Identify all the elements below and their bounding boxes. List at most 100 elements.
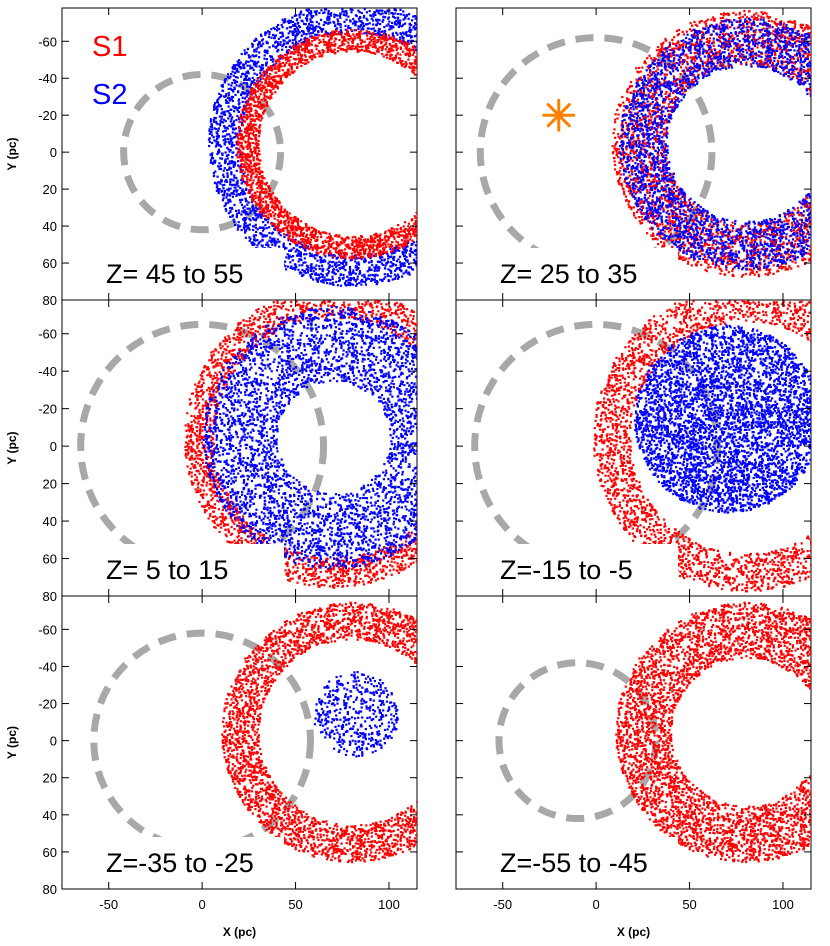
scatter-point bbox=[250, 201, 253, 204]
scatter-point bbox=[263, 110, 266, 113]
scatter-point bbox=[260, 198, 263, 202]
scatter-point bbox=[263, 182, 267, 185]
scatter-point bbox=[227, 199, 230, 202]
scatter-point bbox=[269, 214, 273, 217]
scatter-point bbox=[216, 110, 219, 113]
scatter-point bbox=[347, 246, 350, 250]
scatter-point bbox=[720, 269, 723, 272]
scatter-point bbox=[403, 257, 407, 261]
scatter-point bbox=[398, 255, 402, 258]
scatter-point bbox=[277, 28, 280, 31]
scatter-point bbox=[322, 11, 325, 15]
scatter-point bbox=[402, 229, 406, 232]
scatter-point bbox=[375, 50, 378, 53]
scatter-point bbox=[215, 105, 218, 108]
scatter-point bbox=[243, 106, 247, 109]
scatter-point bbox=[357, 251, 360, 254]
scatter-point bbox=[306, 58, 309, 62]
scatter-point bbox=[294, 263, 297, 266]
scatter-point bbox=[361, 280, 364, 283]
scatter-point bbox=[379, 251, 382, 254]
scatter-point bbox=[372, 274, 375, 277]
scatter-point bbox=[374, 52, 377, 55]
scatter-point bbox=[230, 143, 234, 146]
scatter-point bbox=[259, 44, 262, 47]
scatter-point bbox=[800, 79, 804, 82]
scatter-point bbox=[643, 185, 646, 188]
scatter-point bbox=[399, 226, 402, 230]
scatter-point bbox=[212, 120, 215, 123]
scatter-point bbox=[352, 38, 355, 41]
scatter-point bbox=[387, 274, 390, 278]
scatter-point bbox=[304, 244, 307, 248]
scatter-point bbox=[301, 268, 304, 271]
scatter-point bbox=[364, 259, 367, 262]
scatter-point bbox=[405, 46, 408, 49]
scatter-point bbox=[744, 224, 747, 227]
scatter-point bbox=[227, 148, 230, 151]
scatter-point bbox=[388, 36, 391, 39]
scatter-point bbox=[218, 150, 221, 153]
scatter-point bbox=[308, 228, 311, 231]
scatter-point bbox=[332, 51, 336, 54]
scatter-point bbox=[370, 17, 373, 20]
scatter-point bbox=[381, 53, 384, 56]
scatter-point bbox=[226, 194, 229, 197]
scatter-point bbox=[289, 266, 292, 269]
scatter-point bbox=[710, 18, 713, 21]
scatter-point bbox=[230, 173, 233, 176]
scatter-point bbox=[326, 35, 330, 38]
scatter-point bbox=[365, 17, 368, 20]
scatter-point bbox=[331, 271, 334, 274]
scatter-point bbox=[681, 201, 684, 204]
scatter-point bbox=[388, 28, 391, 31]
scatter-point bbox=[213, 139, 216, 142]
scatter-point bbox=[234, 127, 237, 130]
scatter-point bbox=[375, 246, 379, 249]
scatter-point bbox=[308, 22, 311, 25]
scatter-point bbox=[226, 76, 229, 79]
scatter-point bbox=[258, 88, 261, 91]
scatter-point bbox=[407, 241, 410, 244]
scatter-point bbox=[237, 226, 240, 229]
scatter-point bbox=[257, 43, 260, 46]
scatter-point bbox=[241, 121, 244, 124]
scatter-point bbox=[254, 168, 257, 171]
scatter-point bbox=[231, 131, 234, 134]
scatter-point bbox=[314, 273, 317, 276]
scatter-point bbox=[764, 59, 767, 62]
scatter-point bbox=[285, 27, 289, 30]
scatter-point bbox=[211, 161, 214, 165]
scatter-point bbox=[239, 166, 242, 169]
scatter-point bbox=[350, 283, 353, 286]
scatter-point bbox=[282, 42, 285, 45]
scatter-point bbox=[303, 59, 307, 62]
scatter-point bbox=[261, 117, 264, 120]
scatter-point bbox=[317, 230, 320, 233]
scatter-point bbox=[405, 43, 408, 46]
scatter-point bbox=[682, 256, 685, 259]
scatter-point bbox=[245, 113, 248, 117]
scatter-point bbox=[270, 58, 273, 61]
scatter-point bbox=[341, 256, 344, 259]
scatter-point bbox=[338, 14, 341, 17]
scatter-point bbox=[245, 165, 248, 168]
scatter-point bbox=[273, 67, 276, 70]
scatter-point bbox=[670, 227, 673, 230]
scatter-point bbox=[247, 173, 250, 176]
scatter-point bbox=[250, 169, 253, 172]
scatter-point bbox=[240, 52, 243, 56]
scatter-point bbox=[393, 237, 396, 240]
scatter-point bbox=[404, 242, 407, 245]
scatter-point bbox=[362, 28, 365, 31]
scatter-point bbox=[260, 86, 263, 89]
scatter-point bbox=[366, 27, 369, 30]
scatter-point bbox=[803, 28, 806, 31]
scatter-point bbox=[315, 48, 318, 51]
scatter-point bbox=[382, 36, 385, 39]
scatter-point bbox=[707, 40, 710, 43]
scatter-point bbox=[295, 58, 298, 61]
scatter-point bbox=[297, 57, 300, 60]
scatter-point bbox=[212, 174, 216, 177]
scatter-point bbox=[309, 18, 312, 21]
